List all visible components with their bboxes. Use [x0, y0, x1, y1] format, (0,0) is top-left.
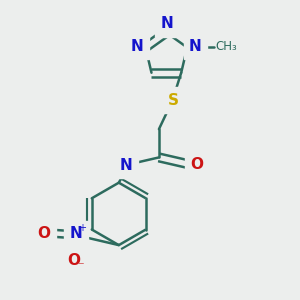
Text: O: O: [190, 158, 203, 172]
Text: O: O: [67, 254, 80, 268]
Text: H: H: [117, 152, 127, 165]
Text: N: N: [131, 39, 144, 54]
Text: N: N: [189, 39, 202, 54]
Text: N: N: [69, 226, 82, 241]
Text: ⁻: ⁻: [77, 260, 84, 273]
Text: CH₃: CH₃: [215, 40, 237, 53]
Text: +: +: [79, 223, 86, 233]
Text: S: S: [168, 93, 179, 108]
Text: N: N: [120, 158, 133, 173]
Text: N: N: [161, 16, 174, 31]
Text: O: O: [37, 226, 50, 241]
